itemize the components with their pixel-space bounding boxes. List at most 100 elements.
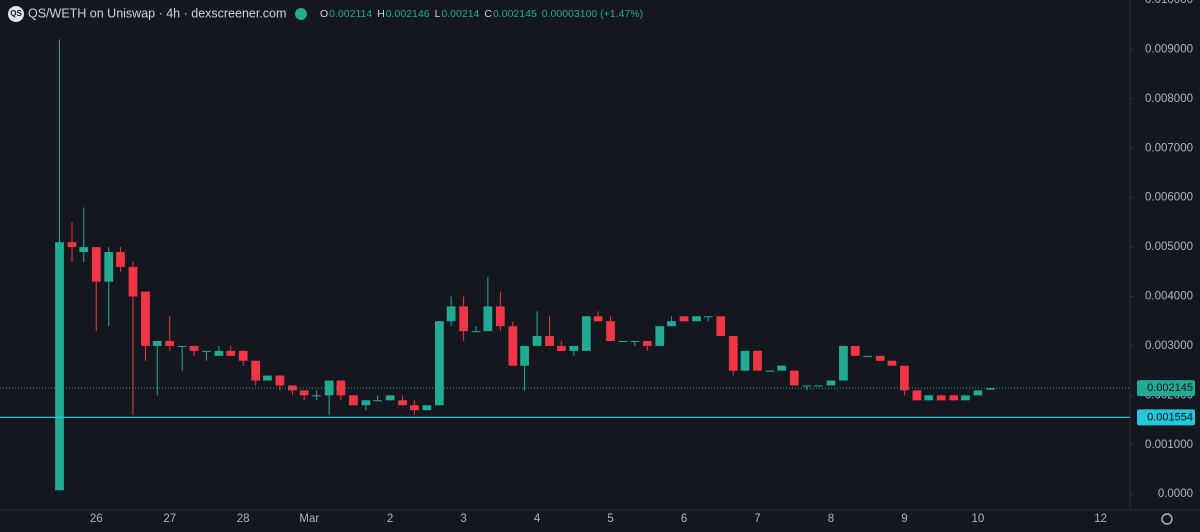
x-tick-label: 4 [534, 513, 541, 525]
candle-body [900, 365, 909, 391]
y-tick-label: 0.006000 [1145, 192, 1193, 204]
candle-body [299, 390, 309, 396]
candle-body [814, 385, 823, 387]
logo-icon [8, 6, 24, 22]
candle-body [520, 345, 529, 366]
candle-body [692, 316, 701, 322]
candle-body [667, 321, 676, 327]
candle-body [703, 316, 713, 318]
candle-body [312, 395, 322, 397]
candle-body [398, 400, 407, 406]
ohlc-label: L [435, 8, 441, 20]
candle-body [556, 345, 566, 351]
candle-body [642, 340, 652, 346]
candle-body [324, 380, 334, 396]
candle-body [728, 336, 738, 371]
x-tick-label: 9 [901, 513, 907, 525]
candle-body [361, 400, 371, 406]
candle-body [55, 242, 64, 491]
candle-body [716, 316, 726, 337]
candle-body [128, 266, 138, 297]
candle-body [471, 331, 481, 333]
candle-body [875, 355, 885, 361]
x-tick-label: 27 [163, 513, 176, 525]
candle-body [177, 345, 187, 347]
ohlc-label: O [320, 8, 328, 20]
x-tick-label: Mar [299, 513, 319, 525]
y-tick-label: 0.0000 [1158, 488, 1193, 500]
y-tick-label: 0.001000 [1145, 439, 1193, 451]
candle-body [593, 316, 603, 322]
ohlc-value: 0.00214 [441, 8, 479, 20]
candle-body [483, 306, 493, 332]
candle-body [581, 316, 591, 351]
candle-body [275, 375, 285, 386]
candle-body [288, 385, 297, 391]
candle-body [569, 345, 579, 351]
y-tick-label: 0.010000 [1145, 0, 1193, 6]
change-value: 0.00003100 (+1.47%) [542, 8, 643, 20]
candle-body [618, 340, 628, 342]
candle-body [508, 326, 518, 366]
candle-body [116, 252, 125, 267]
candle-body [165, 340, 175, 346]
candle-body [79, 247, 89, 253]
chart-title: QS/WETH on Uniswap · 4h · dexscreener.co… [28, 6, 286, 20]
candle-body [434, 321, 444, 406]
candle-body [777, 365, 787, 371]
candle-body [863, 355, 873, 357]
y-tick-label: 0.003000 [1145, 340, 1193, 352]
candle-body [765, 370, 775, 372]
candle-body [189, 345, 199, 351]
candle-body [986, 388, 995, 390]
candle-body [850, 345, 860, 356]
ohlc-label: C [484, 8, 492, 20]
candle-body [141, 291, 150, 346]
candle-body [545, 336, 554, 346]
y-tick-label: 0.008000 [1145, 93, 1193, 105]
candle-body [152, 340, 162, 346]
candle-body [949, 395, 959, 401]
y-tick-label: 0.004000 [1145, 291, 1193, 303]
candle-body [202, 350, 211, 352]
price-label: 0.002145 [1147, 382, 1193, 394]
candle-body [67, 242, 77, 248]
y-tick-label: 0.005000 [1145, 241, 1193, 253]
candle-body [740, 350, 750, 371]
candle-body [839, 345, 848, 381]
price-label-bg [1137, 380, 1195, 397]
price-label-bg [1137, 409, 1195, 426]
candle-body [826, 380, 836, 386]
x-tick-label: 12 [1094, 513, 1107, 525]
settings-icon[interactable] [1161, 513, 1173, 525]
x-tick-label: 6 [681, 513, 687, 525]
candle-body [802, 385, 812, 387]
candle-body [887, 360, 897, 366]
candle-body [679, 316, 689, 322]
candle-body [973, 390, 983, 396]
y-tick-label: 0.009000 [1145, 43, 1193, 55]
candle-body [373, 400, 383, 402]
x-tick-label: 10 [972, 513, 985, 525]
logo-glyph: QS [10, 9, 22, 18]
candle-body [936, 395, 946, 401]
candle-body [495, 306, 505, 327]
x-tick-label: 8 [828, 513, 834, 525]
candle-body [238, 350, 248, 361]
candle-body [446, 306, 456, 322]
candle-body [606, 321, 615, 341]
candle-body [532, 336, 542, 346]
candle-body [385, 395, 395, 401]
candle-body [789, 370, 799, 386]
candle-body [655, 326, 665, 346]
candle-body [263, 375, 272, 381]
status-dot [295, 8, 307, 20]
candle-body [422, 405, 432, 411]
ohlc-value: 0.002146 [386, 8, 430, 20]
candle-body [349, 395, 358, 406]
candle-body [912, 390, 922, 401]
ohlc-label: H [377, 8, 385, 20]
x-tick-label: 5 [607, 513, 613, 525]
